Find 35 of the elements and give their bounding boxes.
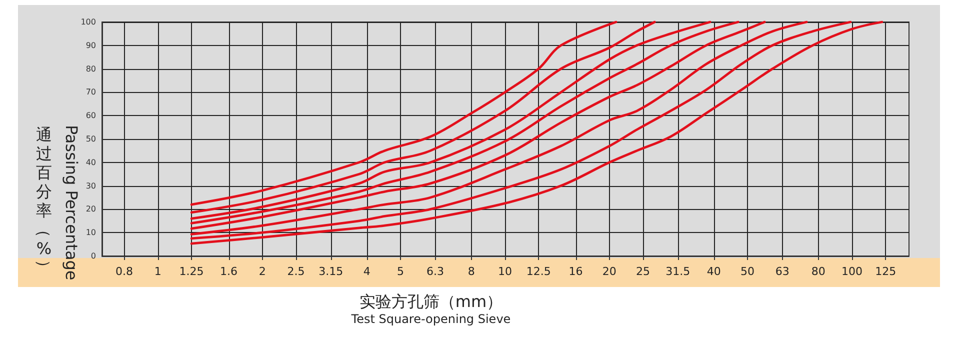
y-tick-label: 80 [86, 64, 96, 74]
y-tick-label: 70 [86, 88, 96, 97]
x-tick-label: 25 [636, 265, 650, 278]
y-tick-label: 50 [86, 134, 96, 144]
x-tick-label: 31.5 [666, 265, 690, 278]
x-tick-label: 0.8 [116, 265, 134, 278]
x-tick-label: 16 [568, 265, 583, 278]
y-tick-label: 60 [86, 111, 96, 120]
x-tick-label: 40 [706, 265, 721, 278]
x-tick-label: 125 [875, 265, 896, 278]
x-tick-label: 2.5 [287, 265, 305, 278]
x-tick-label: 1.25 [179, 265, 204, 278]
x-tick-label: 8 [468, 265, 475, 278]
y-tick-label: 0 [90, 252, 96, 260]
x-tick-label: 5 [396, 265, 404, 278]
y-tick-label: 100 [80, 18, 96, 26]
x-tick-label: 4 [363, 265, 370, 278]
x-tick-label: 1.6 [220, 265, 238, 278]
x-axis-title: 实验方孔筛（mm） Test Square-opening Sieve [350, 292, 512, 326]
x-tick-label: 6.3 [426, 265, 444, 278]
y-tick-label: 40 [86, 158, 96, 167]
x-tick-label: 80 [811, 265, 826, 278]
x-tick-label: 10 [498, 265, 512, 278]
x-tick-label: 20 [602, 265, 616, 278]
y-tick-label: 90 [86, 40, 96, 50]
x-tick-label: 50 [740, 265, 754, 278]
y-tick-label: 10 [86, 228, 96, 238]
x-tick-label: 1 [154, 265, 162, 278]
x-tick-label: 2 [258, 265, 266, 278]
y-tick-label: 30 [86, 181, 96, 190]
x-tick-label: 3.15 [318, 265, 344, 278]
y-tick-label: 20 [86, 204, 96, 214]
x-tick-label: 12.5 [526, 265, 551, 278]
x-tick-label: 63 [775, 265, 790, 278]
x-tick-label: 100 [841, 265, 862, 278]
